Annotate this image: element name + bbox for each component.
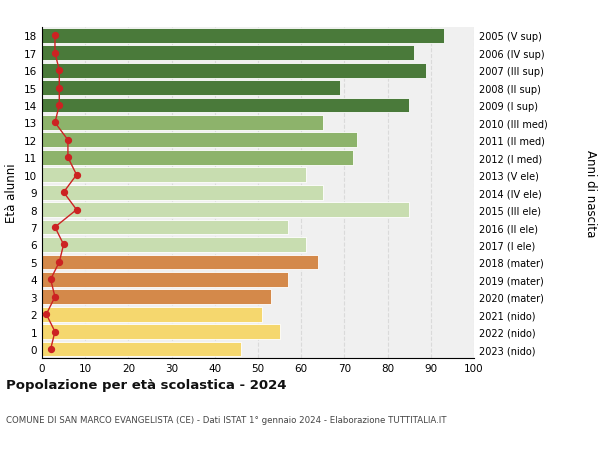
Bar	[42, 151, 353, 165]
Bar	[42, 290, 271, 304]
Point	[55, 85, 64, 92]
Bar	[42, 342, 241, 357]
Point	[50, 293, 60, 301]
Bar	[42, 325, 280, 339]
Point	[59, 189, 68, 196]
Point	[46, 346, 55, 353]
Y-axis label: Età alunni: Età alunni	[5, 163, 19, 223]
Point	[46, 276, 55, 283]
Point	[55, 102, 64, 110]
Bar	[42, 255, 319, 270]
Point	[41, 311, 51, 318]
Bar	[42, 133, 358, 148]
Bar	[42, 98, 409, 113]
Point	[50, 33, 60, 40]
Bar	[42, 81, 340, 96]
Point	[50, 50, 60, 57]
Legend: Sec. II grado, Sec. I grado, Scuola Primaria, Scuola Infanzia, Asilo Nido, Stran: Sec. II grado, Sec. I grado, Scuola Prim…	[19, 0, 497, 4]
Point	[63, 137, 73, 144]
Bar	[42, 168, 305, 183]
Point	[63, 154, 73, 162]
Bar	[42, 116, 323, 131]
Point	[55, 259, 64, 266]
Point	[50, 224, 60, 231]
Bar	[42, 185, 323, 200]
Point	[55, 67, 64, 75]
Bar	[42, 46, 413, 61]
Bar	[42, 29, 444, 44]
Bar	[42, 238, 305, 252]
Bar	[42, 220, 288, 235]
Point	[50, 328, 60, 336]
Text: Anni di nascita: Anni di nascita	[584, 149, 597, 236]
Bar	[42, 203, 409, 218]
Point	[50, 119, 60, 127]
Bar	[42, 272, 288, 287]
Text: COMUNE DI SAN MARCO EVANGELISTA (CE) - Dati ISTAT 1° gennaio 2024 - Elaborazione: COMUNE DI SAN MARCO EVANGELISTA (CE) - D…	[6, 415, 446, 425]
Text: Popolazione per età scolastica - 2024: Popolazione per età scolastica - 2024	[6, 379, 287, 392]
Point	[72, 172, 82, 179]
Point	[72, 207, 82, 214]
Bar	[42, 64, 427, 78]
Bar	[42, 307, 262, 322]
Point	[59, 241, 68, 249]
